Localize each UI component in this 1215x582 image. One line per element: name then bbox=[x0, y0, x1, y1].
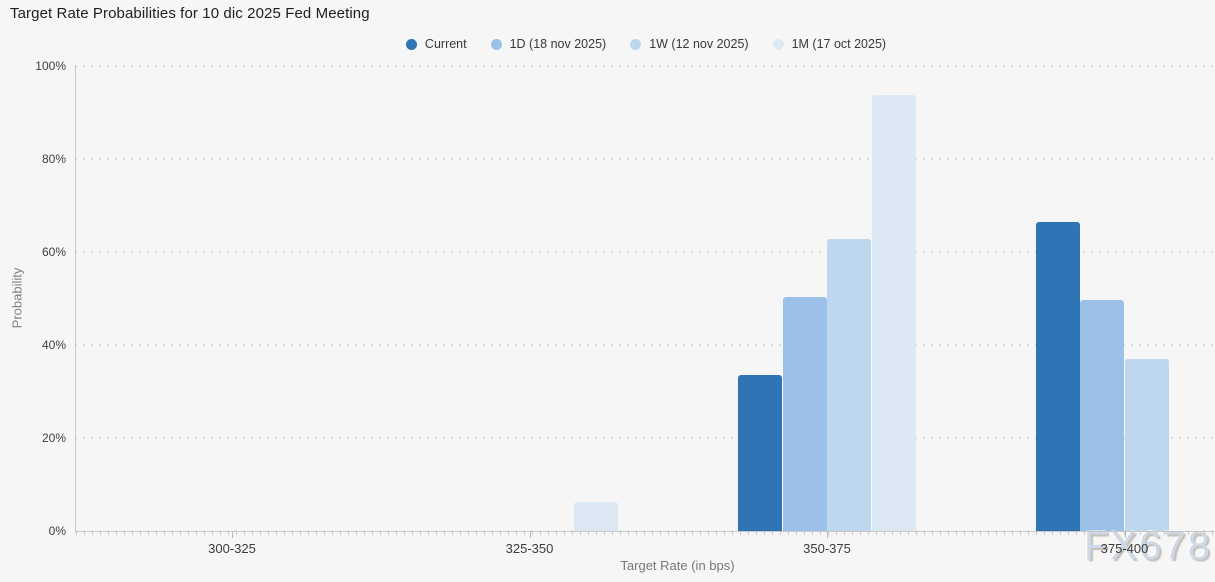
bar-current-350-375[interactable] bbox=[738, 375, 782, 531]
gridline-60% bbox=[75, 251, 1215, 253]
y-tick-label-60%: 60% bbox=[41, 245, 66, 259]
bar-1w-350-375[interactable] bbox=[827, 238, 871, 531]
legend-item-1w[interactable]: 1W (12 nov 2025) bbox=[630, 37, 749, 51]
x-axis-tick-300-325 bbox=[232, 531, 233, 538]
legend-label: 1W (12 nov 2025) bbox=[649, 37, 749, 51]
x-tick-label-300-325: 300-325 bbox=[208, 541, 256, 556]
legend-dot-icon bbox=[405, 38, 417, 50]
legend-item-1m[interactable]: 1M (17 oct 2025) bbox=[772, 37, 887, 51]
legend-item-1d[interactable]: 1D (18 nov 2025) bbox=[490, 37, 607, 51]
y-axis-line bbox=[75, 66, 76, 531]
legend-label: Current bbox=[424, 37, 467, 51]
y-tick-label-20%: 20% bbox=[41, 431, 66, 445]
gridline-20% bbox=[75, 437, 1215, 439]
gridline-80% bbox=[75, 158, 1215, 160]
legend-dot-icon bbox=[630, 38, 642, 50]
gridline-100% bbox=[75, 65, 1215, 67]
bar-1m-350-375[interactable] bbox=[871, 95, 916, 531]
legend-label: 1M (17 oct 2025) bbox=[791, 37, 887, 51]
x-axis-tick-350-375 bbox=[827, 531, 828, 538]
y-axis-title: Probability bbox=[9, 267, 25, 329]
x-axis-tick-325-350 bbox=[529, 531, 531, 538]
y-tick-label-80%: 80% bbox=[41, 152, 66, 166]
bar-1m-325-350[interactable] bbox=[574, 501, 618, 531]
x-axis-minor-ticks bbox=[76, 532, 1215, 535]
y-tick-label-0%: 0% bbox=[48, 524, 66, 538]
legend-label: 1D (18 nov 2025) bbox=[509, 37, 607, 51]
legend-item-current[interactable]: Current bbox=[405, 37, 467, 51]
bar-1d-375-400[interactable] bbox=[1080, 299, 1124, 531]
gridline-40% bbox=[75, 344, 1215, 346]
x-axis-title: Target Rate (in bps) bbox=[620, 558, 735, 573]
legend-dot-icon bbox=[772, 38, 784, 50]
chart-title: Target Rate Probabilities for 10 dic 202… bbox=[10, 5, 370, 22]
x-tick-label-375-400: 375-400 bbox=[1100, 541, 1149, 556]
y-tick-label-100%: 100% bbox=[35, 59, 66, 73]
bar-1d-350-375[interactable] bbox=[782, 297, 827, 531]
x-axis-line bbox=[75, 531, 1215, 532]
y-tick-label-40%: 40% bbox=[41, 338, 66, 352]
bar-current-375-400[interactable] bbox=[1035, 221, 1080, 531]
x-axis-tick-375-400 bbox=[1124, 531, 1126, 538]
legend: Current 1D (18 nov 2025) 1W (12 nov 2025) 1… bbox=[75, 37, 1215, 51]
legend-dot-icon bbox=[490, 38, 502, 50]
x-tick-label-325-350: 325-350 bbox=[505, 541, 554, 556]
bar-1w-375-400[interactable] bbox=[1124, 358, 1169, 531]
x-tick-label-350-375: 350-375 bbox=[803, 541, 851, 556]
